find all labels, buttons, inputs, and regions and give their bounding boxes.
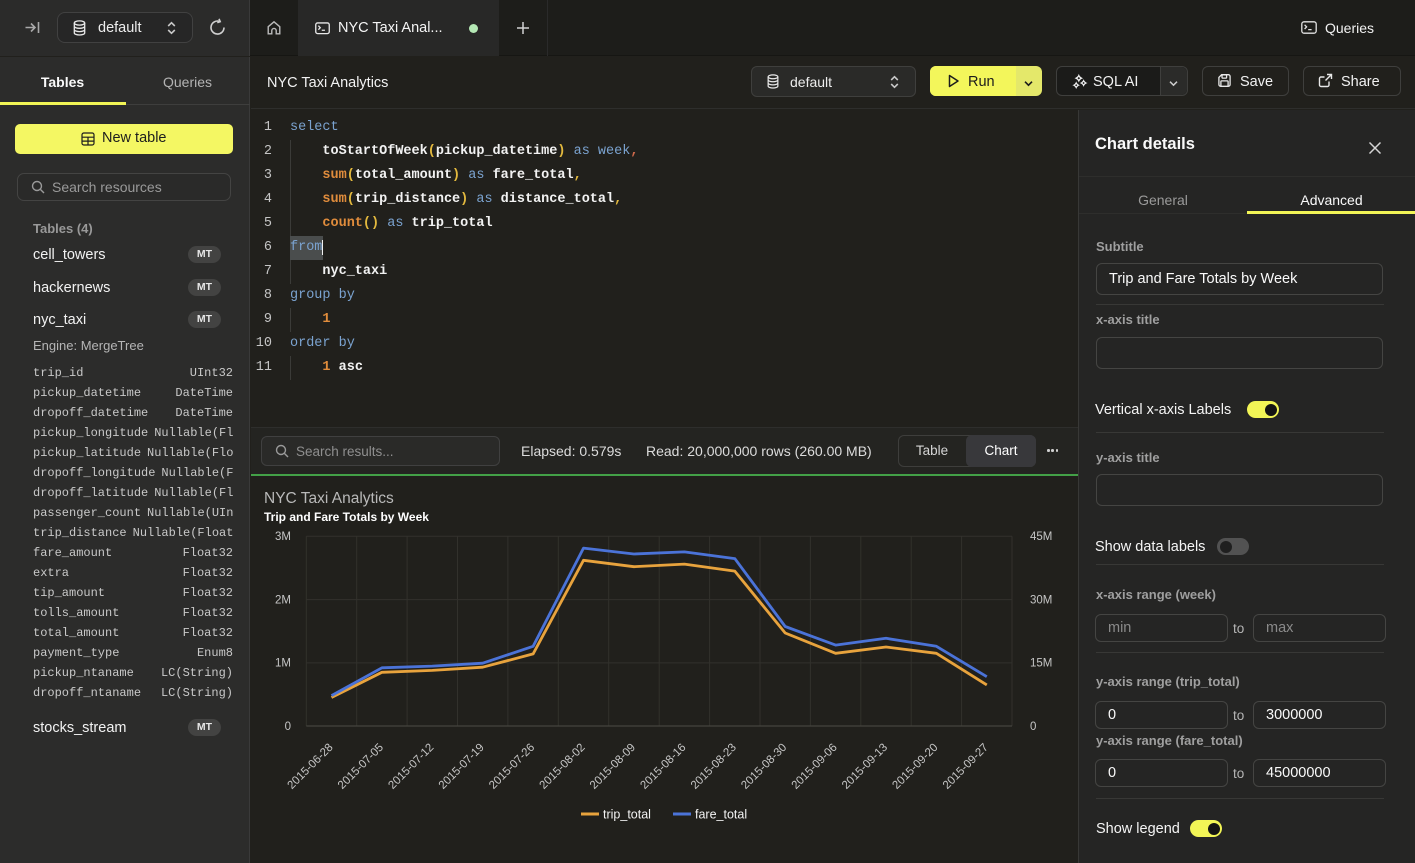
svg-text:2015-09-20: 2015-09-20: [890, 742, 940, 792]
svg-text:0: 0: [1030, 721, 1036, 733]
svg-text:1M: 1M: [275, 658, 291, 670]
svg-text:2015-09-06: 2015-09-06: [790, 742, 840, 792]
svg-text:2015-09-13: 2015-09-13: [840, 742, 890, 792]
svg-text:45M: 45M: [1030, 531, 1052, 543]
svg-text:2015-07-05: 2015-07-05: [336, 742, 386, 792]
svg-text:2015-09-27: 2015-09-27: [941, 742, 991, 792]
svg-text:2M: 2M: [275, 594, 291, 606]
svg-text:0: 0: [285, 721, 291, 733]
svg-text:15M: 15M: [1030, 658, 1052, 670]
svg-text:2015-08-09: 2015-08-09: [588, 742, 638, 792]
svg-text:2015-06-28: 2015-06-28: [286, 742, 336, 792]
svg-text:2015-08-30: 2015-08-30: [739, 742, 789, 792]
svg-text:2015-08-16: 2015-08-16: [638, 742, 688, 792]
svg-text:fare_total: fare_total: [695, 808, 747, 822]
svg-text:trip_total: trip_total: [603, 808, 651, 822]
svg-text:3M: 3M: [275, 531, 291, 543]
svg-text:2015-07-26: 2015-07-26: [487, 742, 537, 792]
svg-text:2015-08-23: 2015-08-23: [689, 742, 739, 792]
svg-text:30M: 30M: [1030, 594, 1052, 606]
svg-text:2015-07-12: 2015-07-12: [386, 742, 436, 792]
svg-text:Trip and Fare Totals by Week: Trip and Fare Totals by Week: [264, 510, 429, 524]
svg-text:2015-07-19: 2015-07-19: [437, 742, 487, 792]
svg-text:NYC Taxi Analytics: NYC Taxi Analytics: [264, 490, 394, 507]
svg-text:2015-08-02: 2015-08-02: [538, 742, 588, 792]
